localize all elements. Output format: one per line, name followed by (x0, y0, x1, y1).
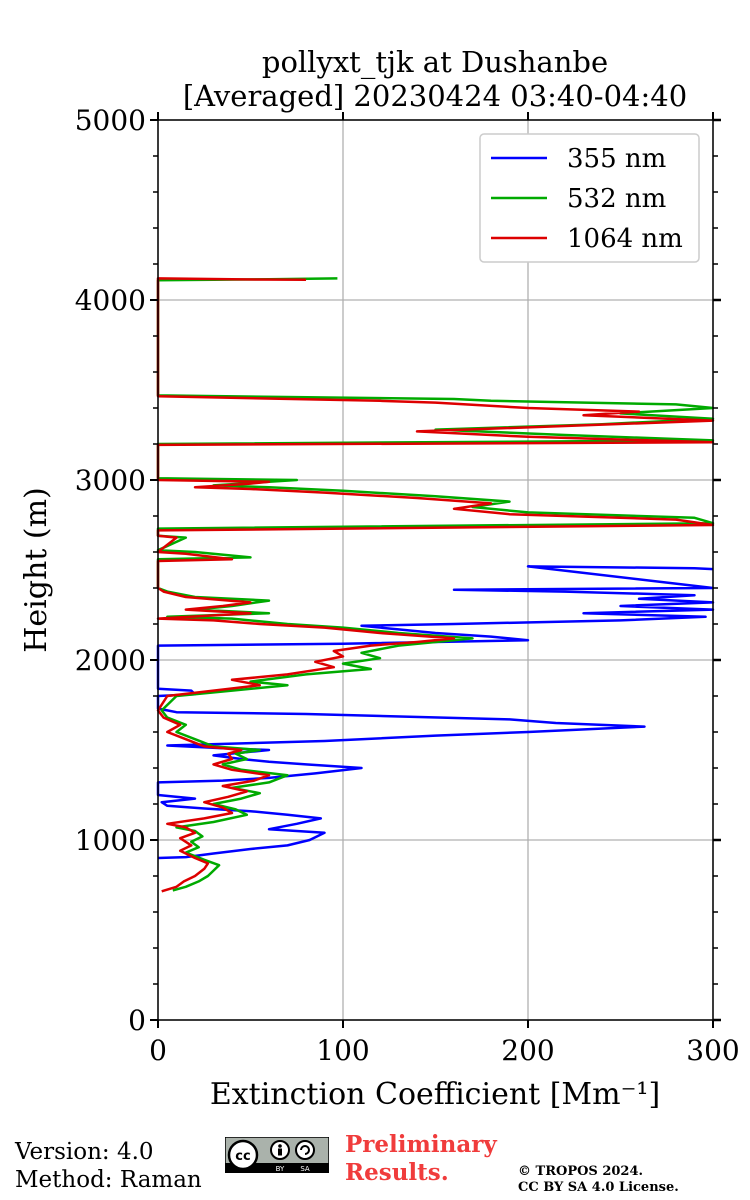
chart-title-line-1: pollyxt_tjk at Dushanbe (262, 45, 608, 80)
plot-frame (157, 119, 714, 1021)
copyright-line-1: © TROPOS 2024. (518, 1164, 644, 1179)
series-line-532-nm (156, 277, 715, 892)
chart-title-line-2: [Averaged] 20230424 03:40-04:40 (183, 79, 687, 113)
y-tick-label: 1000 (75, 824, 146, 857)
preliminary-line-1: Preliminary (345, 1131, 497, 1158)
copyright-line-2: CC BY SA 4.0 License. (518, 1180, 679, 1195)
legend-box (479, 133, 700, 263)
legend: 355 nm 532 nm 1064 nm (479, 133, 700, 263)
x-tick-label: 300 (686, 1034, 739, 1067)
sa-icon-text: SA (300, 1165, 310, 1173)
x-tick-label: 100 (316, 1034, 369, 1067)
cc-icon-text: cc (235, 1149, 250, 1164)
y-tick-label: 2000 (75, 644, 146, 677)
y-tick-label: 5000 (75, 104, 146, 137)
by-icon-text: BY (276, 1165, 285, 1173)
cc-by-sa-license-icon: cc BY SA (225, 1137, 329, 1173)
y-tick-label: 3000 (75, 464, 146, 497)
method-text: Method: Raman (15, 1167, 202, 1193)
y-tick-label: 4000 (75, 284, 146, 317)
legend-label: 355 nm (567, 144, 666, 174)
series-line-355-nm (156, 565, 715, 860)
preliminary-line-2: Results. (345, 1159, 449, 1186)
preliminary-results-note: Preliminary Results. (345, 1131, 497, 1187)
x-tick-label: 200 (501, 1034, 554, 1067)
y-axis-label: Height (m) (19, 487, 54, 652)
version-text: Version: 4.0 (15, 1139, 154, 1165)
y-tick-label: 0 (128, 1004, 146, 1037)
legend-label: 532 nm (567, 184, 666, 214)
legend-label: 1064 nm (567, 224, 683, 254)
x-tick-label: 0 (149, 1034, 167, 1067)
copyright-note: © TROPOS 2024. CC BY SA 4.0 License. (518, 1164, 679, 1196)
series-layer (156, 277, 715, 893)
footer-info: Version: 4.0 Method: Raman (15, 1138, 202, 1194)
x-axis-label: Extinction Coefficient [Mm⁻¹] (210, 1077, 660, 1112)
extinction-chart: pollyxt_tjk at Dushanbe [Averaged] 20230… (19, 45, 740, 1112)
